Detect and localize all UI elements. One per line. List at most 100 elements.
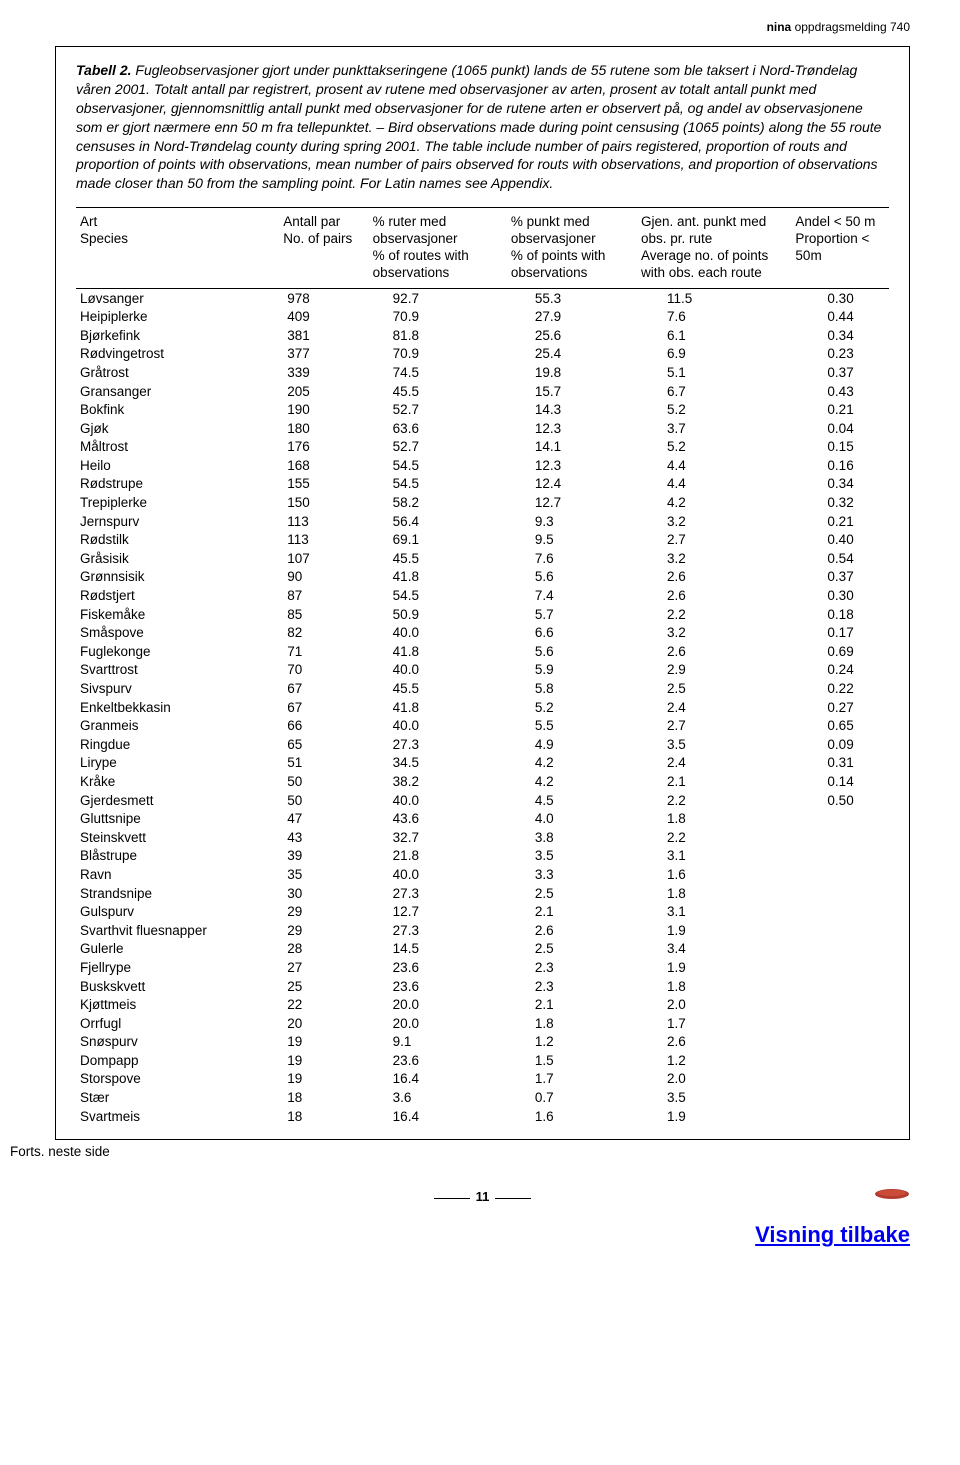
cell: 63.6 (369, 419, 507, 438)
cell: 2.5 (507, 940, 637, 959)
cell: Gulspurv (76, 902, 279, 921)
table-row: Gulspurv2912.72.13.1 (76, 902, 889, 921)
cell: 6.1 (637, 326, 791, 345)
cell: 5.2 (507, 698, 637, 717)
cell: 0.65 (791, 716, 889, 735)
cell: 20.0 (369, 995, 507, 1014)
cell: Gjerdesmett (76, 791, 279, 810)
cell: 0.18 (791, 605, 889, 624)
table-row: Gjøk18063.612.33.70.04 (76, 419, 889, 438)
cell: 39 (279, 847, 368, 866)
cell: 29 (279, 921, 368, 940)
cell: 5.1 (637, 363, 791, 382)
cell: 2.9 (637, 661, 791, 680)
col-pairs: Antall parNo. of pairs (279, 208, 368, 289)
table-row: Kråke5038.24.22.10.14 (76, 772, 889, 791)
cell: 2.2 (637, 791, 791, 810)
cell: Heipiplerke (76, 307, 279, 326)
cell: 81.8 (369, 326, 507, 345)
cell (791, 977, 889, 996)
cell: 56.4 (369, 512, 507, 531)
cell (791, 1032, 889, 1051)
cell: 3.8 (507, 828, 637, 847)
table-row: Fjellrype2723.62.31.9 (76, 958, 889, 977)
cell: 4.2 (637, 493, 791, 512)
cell: 18 (279, 1088, 368, 1107)
cell: 0.16 (791, 456, 889, 475)
cell: 70 (279, 661, 368, 680)
cell: 70.9 (369, 345, 507, 364)
cell: 3.6 (369, 1088, 507, 1107)
cell: 40.0 (369, 791, 507, 810)
table-row: Rødvingetrost37770.925.46.90.23 (76, 345, 889, 364)
cell: 0.34 (791, 475, 889, 494)
cell: 5.2 (637, 437, 791, 456)
cell: 50 (279, 791, 368, 810)
visning-tilbake-link[interactable]: Visning tilbake (755, 1222, 910, 1248)
cell: 52.7 (369, 437, 507, 456)
cell: 3.5 (637, 1088, 791, 1107)
cell (791, 865, 889, 884)
cell: Ravn (76, 865, 279, 884)
cell: Grønnsisik (76, 568, 279, 587)
caption-label: Tabell 2. (76, 62, 132, 78)
cell: 2.6 (637, 642, 791, 661)
cell: 40.0 (369, 716, 507, 735)
cell: 35 (279, 865, 368, 884)
cell: Gulerle (76, 940, 279, 959)
cell: 7.4 (507, 586, 637, 605)
table-row: Fuglekonge7141.85.62.60.69 (76, 642, 889, 661)
header-bold: nina (767, 20, 792, 34)
cell: 0.09 (791, 735, 889, 754)
col-gjen: Gjen. ant. punkt medobs. pr. ruteAverage… (637, 208, 791, 289)
cell: 0.21 (791, 400, 889, 419)
table-row: Svarthvit fluesnapper2927.32.61.9 (76, 921, 889, 940)
cell: 45.5 (369, 679, 507, 698)
cell: Sivspurv (76, 679, 279, 698)
cell: 87 (279, 586, 368, 605)
cell: 1.9 (637, 921, 791, 940)
cell: 1.7 (637, 1014, 791, 1033)
table-row: Gråsisik10745.57.63.20.54 (76, 549, 889, 568)
cell (791, 902, 889, 921)
cell: 15.7 (507, 382, 637, 401)
cell: 5.9 (507, 661, 637, 680)
cell: 3.3 (507, 865, 637, 884)
cell: 0.30 (791, 586, 889, 605)
cell: 107 (279, 549, 368, 568)
table-row: Sivspurv6745.55.82.50.22 (76, 679, 889, 698)
cell: 3.1 (637, 847, 791, 866)
cell: 409 (279, 307, 368, 326)
cell: 0.17 (791, 623, 889, 642)
cell: 7.6 (507, 549, 637, 568)
cell: 4.4 (637, 475, 791, 494)
table-header-row: ArtSpecies Antall parNo. of pairs % rute… (76, 208, 889, 289)
cell: 0.15 (791, 437, 889, 456)
table-row: Svartmeis1816.41.61.9 (76, 1107, 889, 1126)
cell: Gråsisik (76, 549, 279, 568)
cell: 5.8 (507, 679, 637, 698)
cell: 5.6 (507, 642, 637, 661)
table-row: Buskskvett2523.62.31.8 (76, 977, 889, 996)
cell: Fuglekonge (76, 642, 279, 661)
cell: 70.9 (369, 307, 507, 326)
cell: 71 (279, 642, 368, 661)
cell: 377 (279, 345, 368, 364)
table-row: Grønnsisik9041.85.62.60.37 (76, 568, 889, 587)
cell: Fiskemåke (76, 605, 279, 624)
col-punkt: % punkt medobservasjoner% of points with… (507, 208, 637, 289)
page-number: 11 (55, 1189, 910, 1204)
cell: Rødvingetrost (76, 345, 279, 364)
cell: 82 (279, 623, 368, 642)
cell: 2.4 (637, 698, 791, 717)
cell: 3.5 (507, 847, 637, 866)
table-row: Strandsnipe3027.32.51.8 (76, 884, 889, 903)
cell: 50.9 (369, 605, 507, 624)
cell: 1.2 (637, 1051, 791, 1070)
table-row: Fiskemåke8550.95.72.20.18 (76, 605, 889, 624)
cell: 155 (279, 475, 368, 494)
cell: Steinskvett (76, 828, 279, 847)
cell: 40.0 (369, 865, 507, 884)
cell: 2.6 (637, 568, 791, 587)
cell: 3.2 (637, 512, 791, 531)
